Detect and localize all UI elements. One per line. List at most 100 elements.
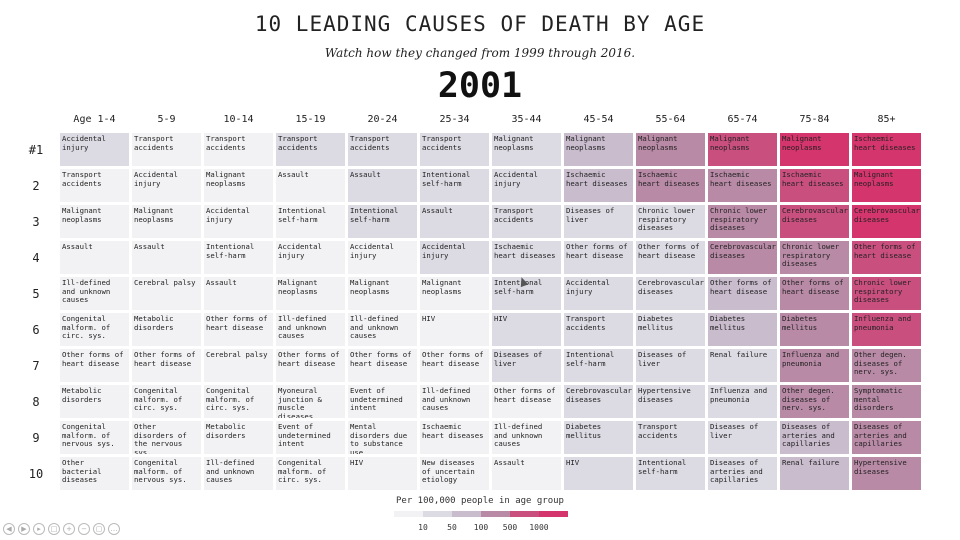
cause-cell[interactable]: Chronic lower respiratory diseases [708,205,777,238]
cause-cell[interactable]: Malignant neoplasms [564,133,633,166]
cause-cell[interactable]: New diseases of uncertain etiology [420,457,489,490]
cause-cell[interactable]: Transport accidents [276,133,345,166]
cause-cell[interactable]: Accidental injury [60,133,129,166]
cause-cell[interactable]: Congenital malform. of circ. sys. [204,385,273,418]
cause-cell[interactable]: Other forms of heart disease [708,277,777,310]
cause-cell[interactable]: Cerebral palsy [132,277,201,310]
cause-cell[interactable]: Other forms of heart disease [492,385,561,418]
zoom-out-icon[interactable]: − [78,523,90,535]
cause-cell[interactable]: Cerebral palsy [204,349,273,382]
cause-cell[interactable]: Malignant neoplasms [852,169,921,202]
cause-cell[interactable]: HIV [420,313,489,346]
cause-cell[interactable]: Diabetes mellitus [636,313,705,346]
cause-cell[interactable]: Other bacterial diseases [60,457,129,490]
cause-cell[interactable]: Intentional self-harm [636,457,705,490]
cause-cell[interactable]: Hypertensive diseases [636,385,705,418]
cause-cell[interactable]: Cerebrovascular diseases [636,277,705,310]
cause-cell[interactable]: Malignant neoplasms [780,133,849,166]
cause-cell[interactable]: Congenital malform. of circ. sys. [132,385,201,418]
cause-cell[interactable]: Mental disorders due to substance use [348,421,417,454]
cause-cell[interactable]: Assault [492,457,561,490]
cause-cell[interactable]: Other forms of heart disease [204,313,273,346]
cause-cell[interactable]: Cerebrovascular diseases [852,205,921,238]
cause-cell[interactable]: Renal failure [780,457,849,490]
cause-cell[interactable]: Malignant neoplasms [636,133,705,166]
cause-cell[interactable]: Other forms of heart disease [420,349,489,382]
cause-cell[interactable]: Cerebrovascular diseases [708,241,777,274]
cause-cell[interactable]: Influenza and pneumonia [708,385,777,418]
cause-cell[interactable]: Other forms of heart disease [636,241,705,274]
cause-cell[interactable]: Assault [348,169,417,202]
cause-cell[interactable]: Congenital malform. of nervous sys. [60,421,129,454]
cause-cell[interactable]: Malignant neoplasms [348,277,417,310]
zoom-in-icon[interactable]: + [63,523,75,535]
cause-cell[interactable]: Intentional self-harm [276,205,345,238]
cause-cell[interactable]: Congenital malform. of circ. sys. [276,457,345,490]
cause-cell[interactable]: Diabetes mellitus [780,313,849,346]
cause-cell[interactable]: Ill-defined and unknown causes [204,457,273,490]
cause-cell[interactable]: Hypertensive diseases [852,457,921,490]
rewind-icon[interactable]: ◀ [3,523,15,535]
cause-cell[interactable]: Influenza and pneumonia [780,349,849,382]
cause-cell[interactable]: Malignant neoplasms [132,205,201,238]
cause-cell[interactable]: Other forms of heart disease [132,349,201,382]
cause-cell[interactable]: Diseases of arteries and capillaries [708,457,777,490]
cause-cell[interactable]: Accidental injury [492,169,561,202]
cause-cell[interactable]: Metabolic disorders [204,421,273,454]
cause-cell[interactable]: Diseases of liver [636,349,705,382]
cause-cell[interactable]: Assault [132,241,201,274]
cause-cell[interactable]: Influenza and pneumonia [852,313,921,346]
cause-cell[interactable]: Intentional self-harm [564,349,633,382]
cause-cell[interactable]: Accidental injury [348,241,417,274]
cause-cell[interactable]: Transport accidents [132,133,201,166]
cause-cell[interactable]: Intentional self-harm [204,241,273,274]
cause-cell[interactable]: Ill-defined and unknown causes [348,313,417,346]
cause-cell[interactable]: Other disorders of the nervous sys. [132,421,201,454]
cause-cell[interactable]: Assault [276,169,345,202]
cause-cell[interactable]: Event of undetermined intent [348,385,417,418]
cause-cell[interactable]: Cerebrovascular diseases [780,205,849,238]
cause-cell[interactable]: Ischaemic heart diseases [708,169,777,202]
cause-cell[interactable]: HIV [564,457,633,490]
cause-cell[interactable]: Other forms of heart disease [780,277,849,310]
cause-cell[interactable]: Other degen. diseases of nerv. sys. [852,349,921,382]
cause-cell[interactable]: Assault [60,241,129,274]
cause-cell[interactable]: Cerebrovascular diseases [564,385,633,418]
cause-cell[interactable]: Ischaemic heart diseases [492,241,561,274]
cause-cell[interactable]: Transport accidents [60,169,129,202]
cause-cell[interactable]: Malignant neoplasms [708,133,777,166]
cause-cell[interactable]: Accidental injury [132,169,201,202]
fullscreen-icon[interactable]: ▢ [93,523,105,535]
cause-cell[interactable]: Assault [204,277,273,310]
cause-cell[interactable]: Malignant neoplasms [492,133,561,166]
cause-cell[interactable]: Other degen. diseases of nerv. sys. [780,385,849,418]
cause-cell[interactable]: Other forms of heart disease [564,241,633,274]
cause-cell[interactable]: Accidental injury [204,205,273,238]
cause-cell[interactable]: Ill-defined and unknown causes [276,313,345,346]
cause-cell[interactable]: HIV [348,457,417,490]
cause-cell[interactable]: Intentional self-harm [348,205,417,238]
cause-cell[interactable]: Chronic lower respiratory diseases [636,205,705,238]
cause-cell[interactable]: Ischaemic heart diseases [852,133,921,166]
cause-cell[interactable]: Ischaemic heart diseases [564,169,633,202]
cause-cell[interactable]: Other forms of heart disease [276,349,345,382]
more-icon[interactable]: … [108,523,120,535]
cause-cell[interactable]: Other forms of heart disease [348,349,417,382]
cause-cell[interactable]: Diabetes mellitus [708,313,777,346]
cause-cell[interactable]: Malignant neoplasms [276,277,345,310]
cause-cell[interactable]: HIV [492,313,561,346]
cause-cell[interactable]: Transport accidents [348,133,417,166]
cause-cell[interactable]: Transport accidents [492,205,561,238]
next-icon[interactable]: ▸ [33,523,45,535]
cause-cell[interactable]: Myoneural junction & muscle diseases [276,385,345,418]
cause-cell[interactable]: Malignant neoplasms [420,277,489,310]
cause-cell[interactable]: Accidental injury [564,277,633,310]
cause-cell[interactable]: Accidental injury [420,241,489,274]
cause-cell[interactable]: Diseases of liver [708,421,777,454]
play-icon[interactable]: ▶ [18,523,30,535]
cause-cell[interactable]: Diseases of arteries and capillaries [852,421,921,454]
cause-cell[interactable]: Chronic lower respiratory diseases [780,241,849,274]
cause-cell[interactable]: Chronic lower respiratory diseases [852,277,921,310]
cause-cell[interactable]: Ischaemic heart diseases [780,169,849,202]
cause-cell[interactable]: Congenital malform. of circ. sys. [60,313,129,346]
